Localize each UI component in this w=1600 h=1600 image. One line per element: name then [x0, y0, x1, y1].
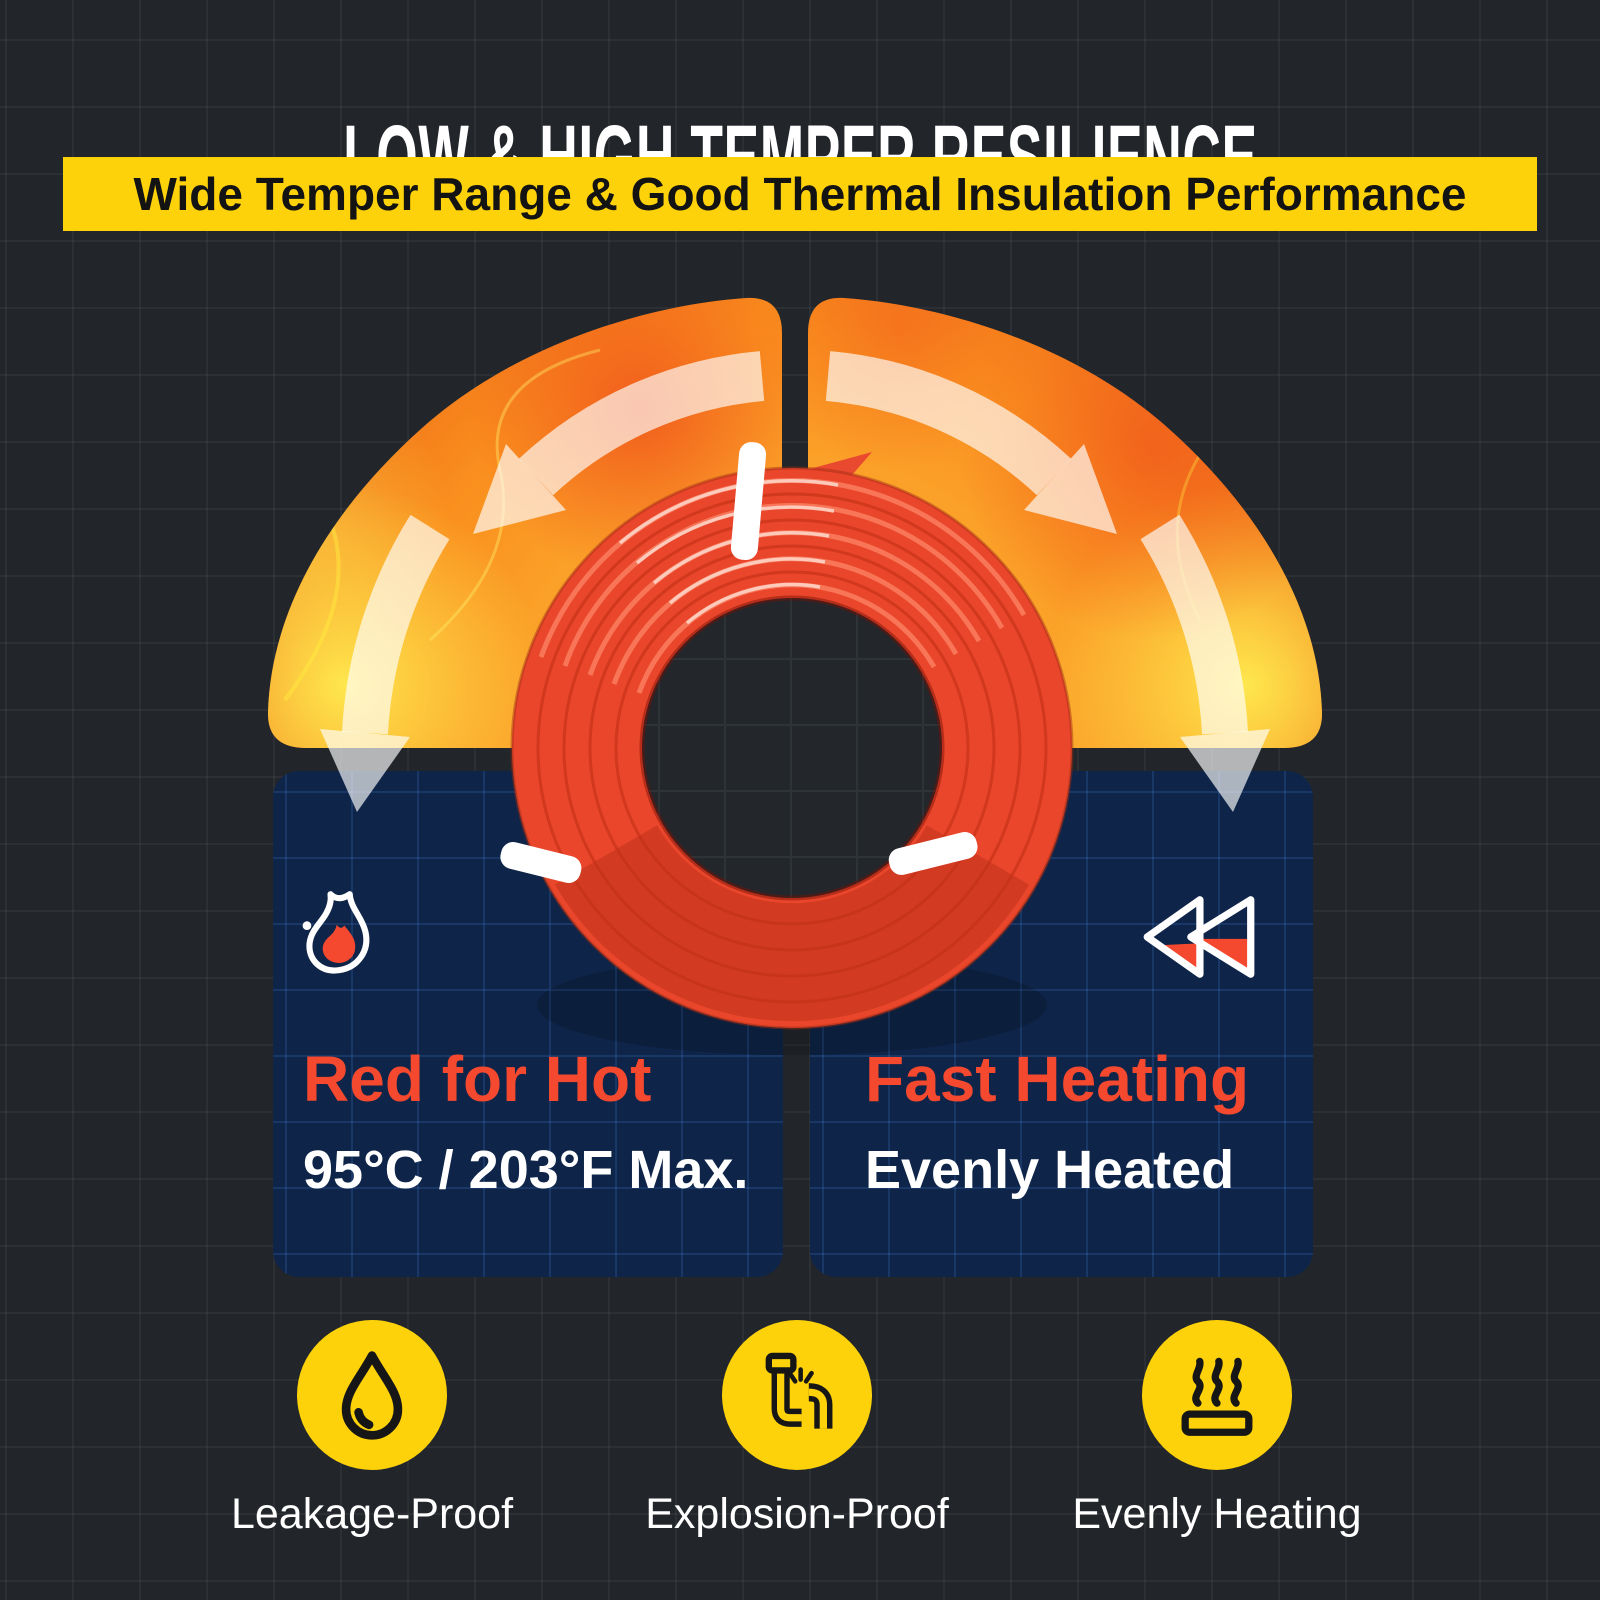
feature-label: Explosion-Proof — [645, 1490, 949, 1538]
card-fast-heating: Fast Heating Evenly Heated — [810, 771, 1313, 1277]
flame-icon — [297, 889, 385, 990]
feature-label: Leakage-Proof — [230, 1490, 514, 1538]
feature-label: Evenly Heating — [1072, 1490, 1362, 1538]
feature-evenly-heating: Evenly Heating — [1057, 1320, 1377, 1539]
card-subheading: Evenly Heated — [865, 1140, 1235, 1200]
card-heading: Red for Hot — [303, 1043, 652, 1115]
subtitle-banner: Wide Temper Range & Good Thermal Insulat… — [63, 157, 1537, 231]
feature-leakage-proof: Leakage-Proof — [212, 1320, 532, 1539]
heat-flow-arrows — [342, 351, 1248, 735]
card-subheading: 95°C / 203°F Max. — [303, 1140, 749, 1200]
burst-pipe-icon — [722, 1320, 872, 1470]
heating-surface-icon — [1142, 1320, 1292, 1470]
fast-rewind-icon — [1140, 887, 1258, 992]
card-red-for-hot: Red for Hot 95°C / 203°F Max. — [273, 771, 783, 1277]
heat-flow-arrowheads — [320, 444, 1270, 812]
subtitle-banner-text: Wide Temper Range & Good Thermal Insulat… — [133, 168, 1467, 220]
card-heading: Fast Heating — [865, 1043, 1250, 1115]
water-drop-icon — [297, 1320, 447, 1470]
feature-explosion-proof: Explosion-Proof — [637, 1320, 957, 1539]
